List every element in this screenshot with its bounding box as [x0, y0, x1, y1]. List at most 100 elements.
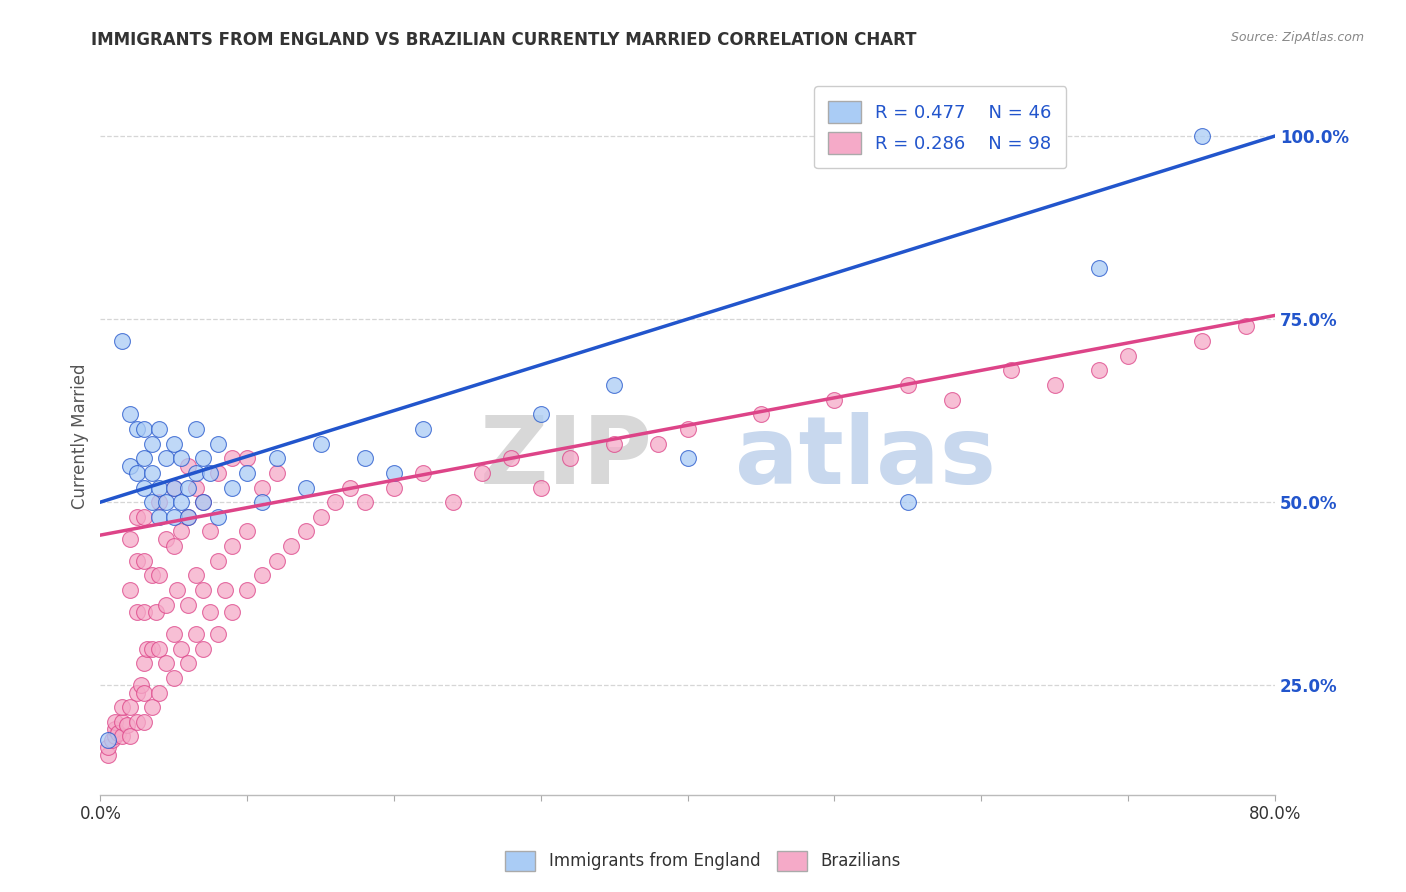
Point	[118, 700, 141, 714]
Point	[163, 436, 186, 450]
Point	[118, 730, 141, 744]
Point	[295, 524, 318, 539]
Point	[207, 466, 229, 480]
Point	[207, 554, 229, 568]
Point	[266, 451, 288, 466]
Point	[1191, 128, 1213, 143]
Point	[221, 481, 243, 495]
Point	[236, 582, 259, 597]
Point	[200, 524, 222, 539]
Point	[177, 657, 200, 671]
Point	[501, 451, 523, 466]
Point	[560, 451, 582, 466]
Point	[603, 436, 626, 450]
Point	[155, 657, 177, 671]
Point	[148, 568, 170, 582]
Point	[155, 532, 177, 546]
Point	[163, 509, 186, 524]
Text: atlas: atlas	[735, 412, 995, 504]
Point	[148, 495, 170, 509]
Point	[115, 718, 138, 732]
Point	[163, 539, 186, 553]
Point	[353, 495, 375, 509]
Text: IMMIGRANTS FROM ENGLAND VS BRAZILIAN CURRENTLY MARRIED CORRELATION CHART: IMMIGRANTS FROM ENGLAND VS BRAZILIAN CUR…	[91, 31, 917, 49]
Point	[170, 451, 193, 466]
Point	[107, 726, 129, 740]
Point	[155, 451, 177, 466]
Point	[170, 495, 193, 509]
Point	[1087, 363, 1109, 377]
Point	[125, 422, 148, 436]
Point	[134, 554, 156, 568]
Point	[97, 740, 120, 755]
Point	[134, 481, 156, 495]
Point	[118, 532, 141, 546]
Point	[111, 700, 134, 714]
Point	[207, 627, 229, 641]
Point	[104, 730, 127, 744]
Point	[280, 539, 302, 553]
Point	[184, 627, 207, 641]
Point	[177, 509, 200, 524]
Point	[353, 451, 375, 466]
Y-axis label: Currently Married: Currently Married	[72, 364, 89, 509]
Point	[382, 481, 405, 495]
Point	[125, 685, 148, 699]
Point	[207, 509, 229, 524]
Point	[97, 747, 120, 762]
Point	[412, 466, 434, 480]
Point	[236, 466, 259, 480]
Point	[221, 539, 243, 553]
Point	[184, 466, 207, 480]
Point	[177, 509, 200, 524]
Point	[134, 685, 156, 699]
Point	[104, 722, 127, 736]
Point	[191, 641, 214, 656]
Point	[111, 730, 134, 744]
Point	[191, 495, 214, 509]
Point	[148, 422, 170, 436]
Point	[163, 671, 186, 685]
Point	[104, 714, 127, 729]
Point	[412, 422, 434, 436]
Point	[155, 598, 177, 612]
Point	[250, 568, 273, 582]
Point	[141, 466, 163, 480]
Point	[148, 641, 170, 656]
Point	[134, 714, 156, 729]
Point	[221, 605, 243, 619]
Point	[236, 524, 259, 539]
Point	[131, 678, 153, 692]
Point	[141, 641, 163, 656]
Point	[184, 568, 207, 582]
Point	[177, 481, 200, 495]
Point	[339, 481, 361, 495]
Point	[111, 334, 134, 348]
Point	[170, 524, 193, 539]
Point	[647, 436, 669, 450]
Point	[166, 582, 188, 597]
Point	[145, 605, 167, 619]
Point	[184, 422, 207, 436]
Point	[125, 605, 148, 619]
Point	[207, 436, 229, 450]
Point	[824, 392, 846, 407]
Point	[148, 481, 170, 495]
Point	[170, 641, 193, 656]
Point	[177, 458, 200, 473]
Point	[141, 568, 163, 582]
Point	[382, 466, 405, 480]
Point	[101, 733, 124, 747]
Point	[250, 481, 273, 495]
Point	[177, 598, 200, 612]
Point	[236, 451, 259, 466]
Point	[184, 481, 207, 495]
Point	[323, 495, 346, 509]
Point	[200, 466, 222, 480]
Point	[266, 554, 288, 568]
Point	[141, 495, 163, 509]
Point	[1087, 260, 1109, 275]
Point	[1234, 319, 1257, 334]
Point	[1116, 349, 1139, 363]
Point	[118, 582, 141, 597]
